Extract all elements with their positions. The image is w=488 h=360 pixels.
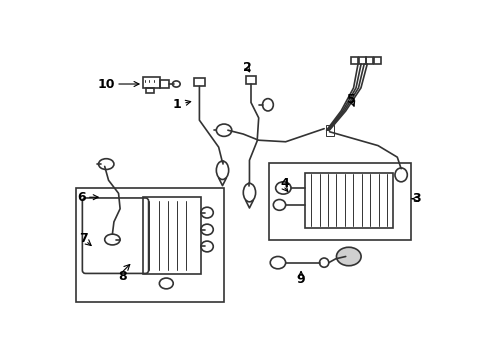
Text: 1: 1 <box>173 98 190 111</box>
Bar <box>326 125 333 136</box>
Bar <box>358 57 365 64</box>
Text: 9: 9 <box>296 273 305 286</box>
Text: 2: 2 <box>242 61 251 74</box>
Bar <box>160 80 169 88</box>
Bar <box>76 188 224 302</box>
Bar <box>146 88 154 93</box>
Bar <box>143 197 201 274</box>
Text: 6: 6 <box>77 191 98 204</box>
Text: 7: 7 <box>79 231 88 244</box>
Bar <box>245 76 256 84</box>
Bar <box>305 172 393 228</box>
Text: 4: 4 <box>280 177 289 190</box>
Text: 3: 3 <box>411 192 420 205</box>
Text: 5: 5 <box>346 93 355 106</box>
Ellipse shape <box>336 247 360 266</box>
Bar <box>268 163 410 239</box>
Text: 10: 10 <box>97 77 139 90</box>
Bar <box>194 78 204 86</box>
Bar <box>373 57 380 64</box>
Text: 8: 8 <box>118 270 126 283</box>
Bar <box>350 57 357 64</box>
Bar <box>366 57 373 64</box>
Bar <box>143 77 160 88</box>
